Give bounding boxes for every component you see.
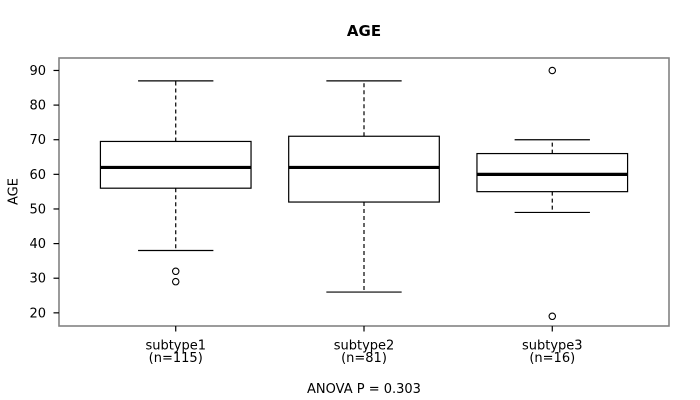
y-tick-label: 30	[29, 272, 46, 287]
y-tick-label: 90	[29, 64, 46, 79]
iqr-box	[288, 135, 440, 203]
x-category-n-label: (n=81)	[341, 351, 387, 366]
iqr-box	[99, 140, 252, 189]
iqr-box	[476, 152, 629, 193]
y-tick-label: 20	[29, 306, 46, 321]
y-tick-label: 40	[29, 237, 46, 252]
y-tick-label: 50	[29, 202, 46, 217]
y-tick-label: 60	[29, 168, 46, 183]
y-tick-label: 80	[29, 99, 46, 114]
chart-title: AGE	[346, 22, 382, 40]
x-category-label: subtype3	[522, 339, 583, 354]
outlier-point	[548, 312, 557, 321]
box-group-subtype3	[476, 66, 629, 321]
box-group-subtype2	[288, 80, 440, 293]
y-tick-label: 70	[29, 133, 46, 148]
outlier-point	[171, 267, 180, 276]
x-category-label: subtype1	[145, 339, 206, 354]
x-category-n-label: (n=16)	[529, 351, 575, 366]
anova-annotation: ANOVA P = 0.303	[307, 382, 421, 397]
x-category-label: subtype2	[334, 339, 395, 354]
box-group-subtype1	[99, 80, 252, 286]
outlier-point	[548, 66, 557, 75]
outlier-point	[171, 277, 180, 286]
x-category-n-label: (n=115)	[149, 351, 203, 366]
